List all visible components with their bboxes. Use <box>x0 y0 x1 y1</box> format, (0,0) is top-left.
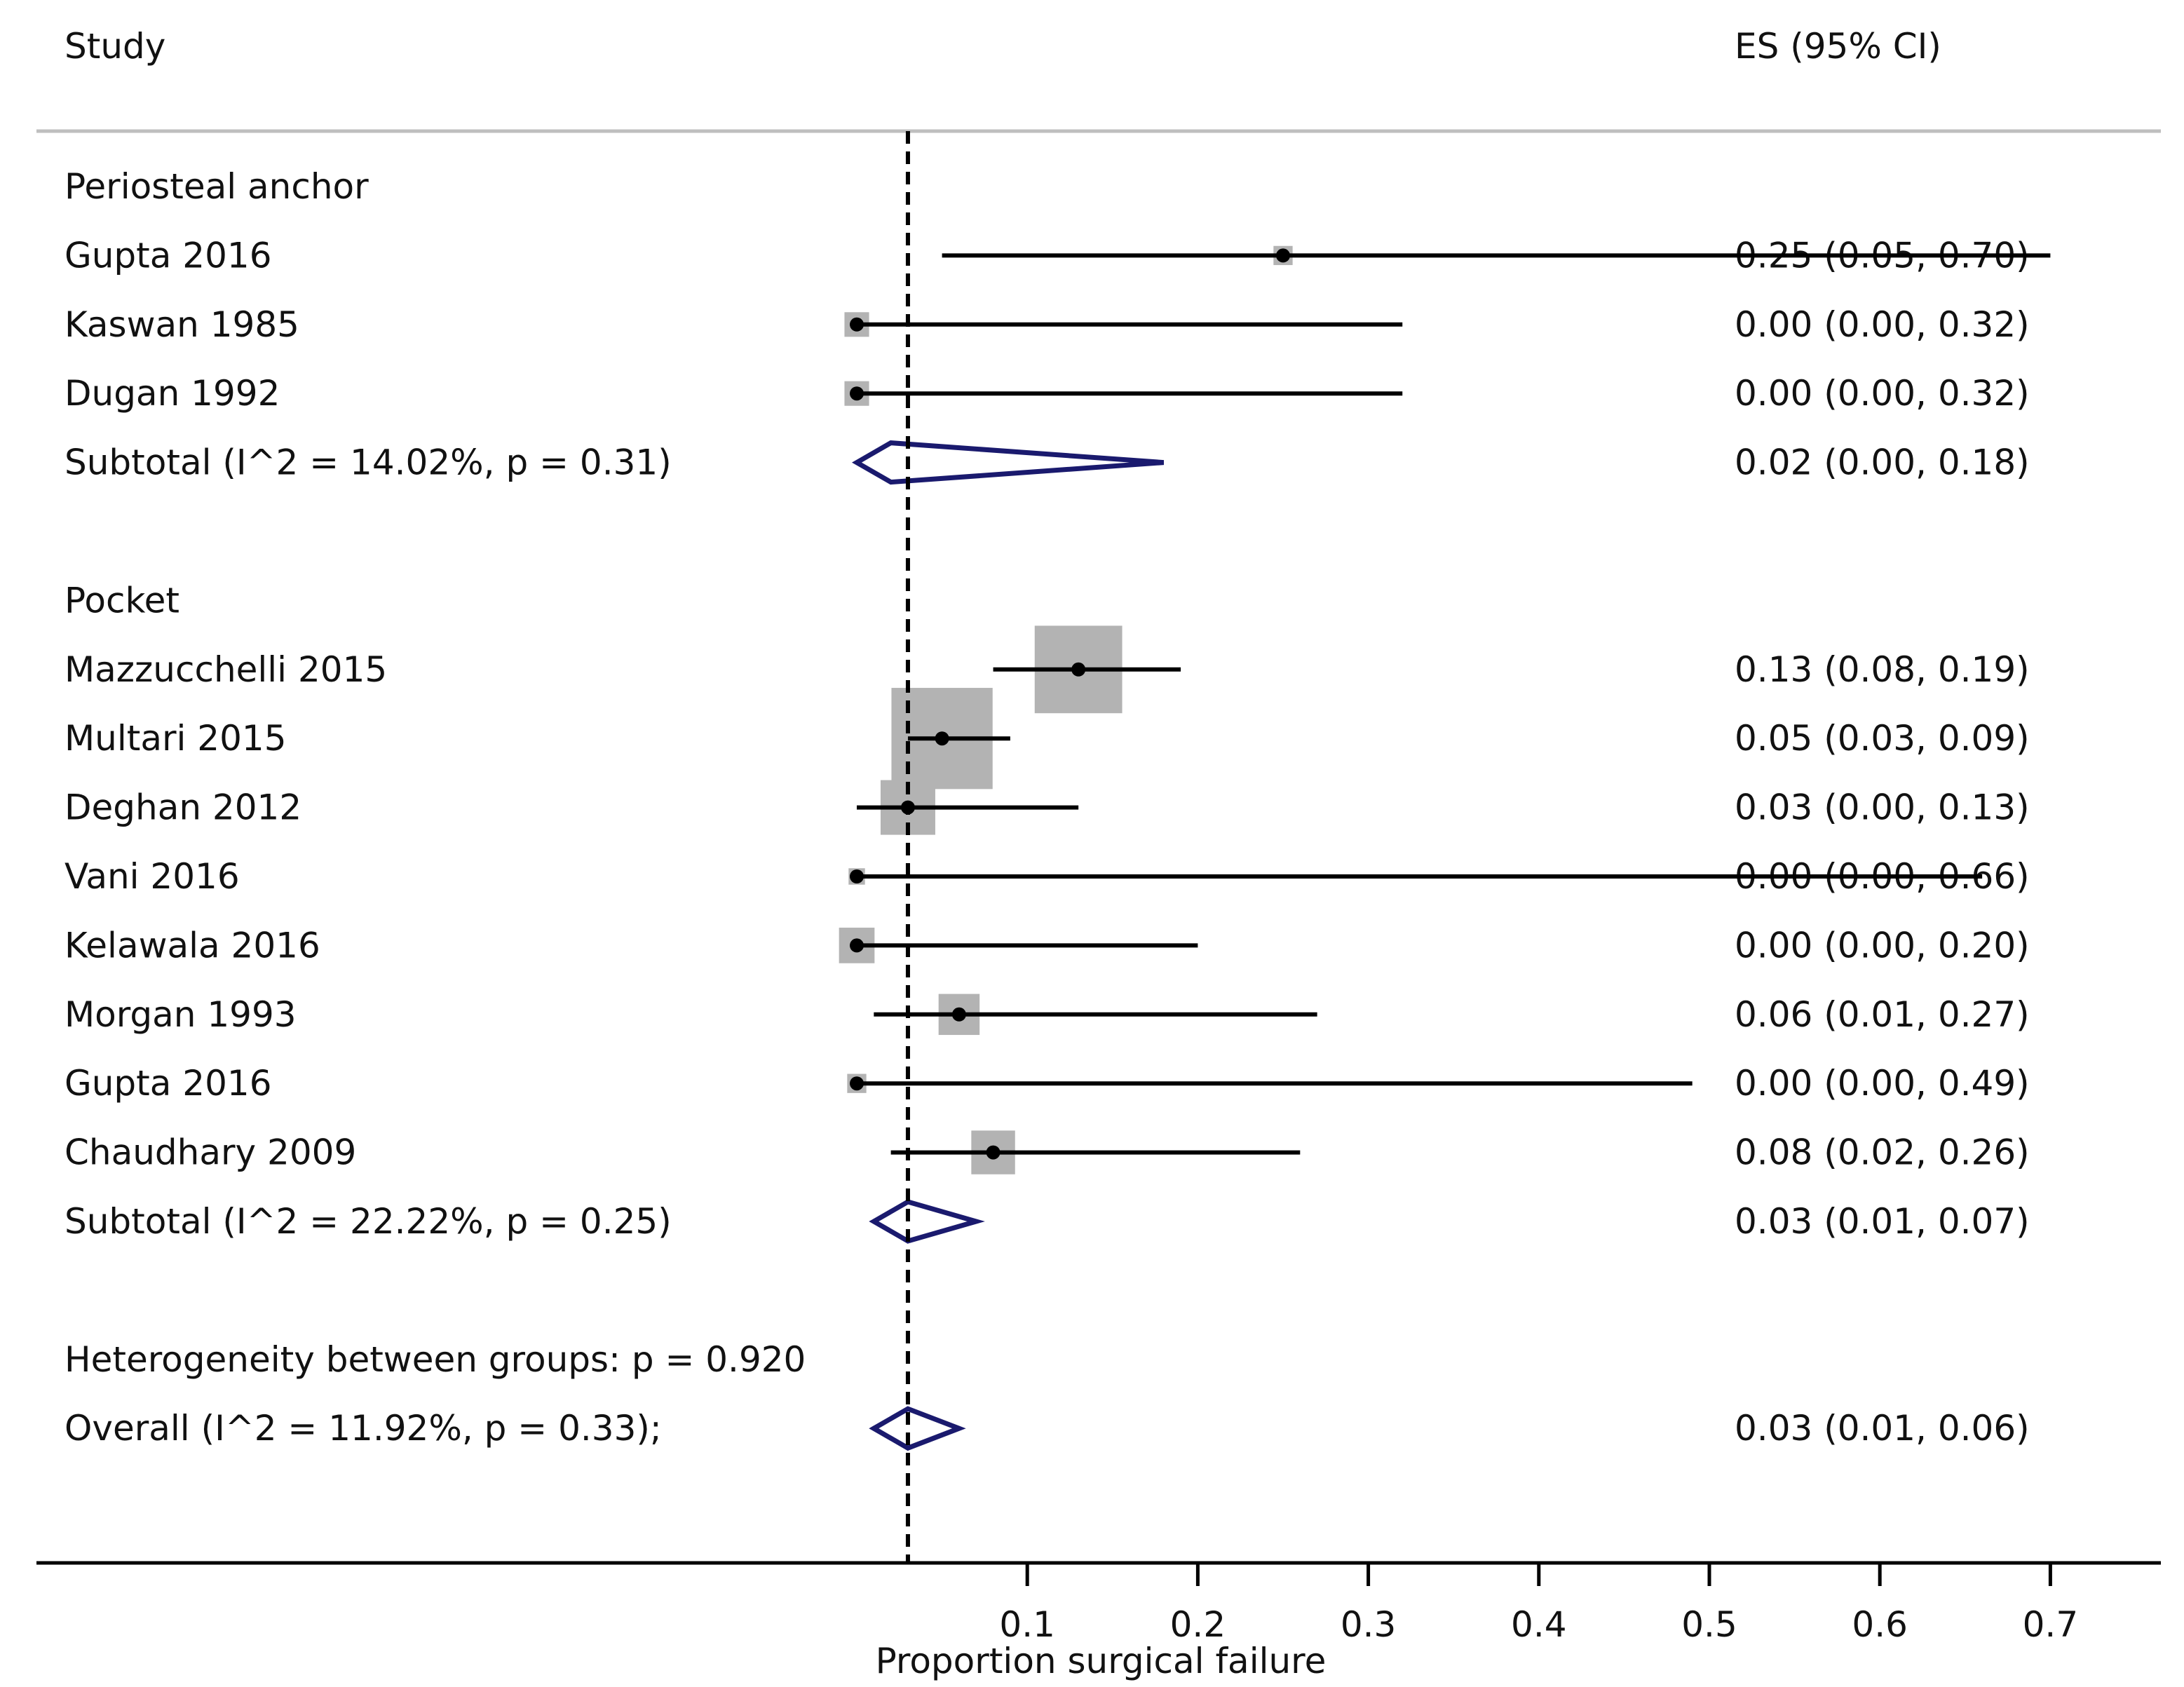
study-label: Kaswan 1985 <box>65 304 299 345</box>
study-es-ci: 0.13 (0.08, 0.19) <box>1735 649 2030 690</box>
subtotal-es-ci: 0.02 (0.00, 0.18) <box>1735 442 2030 483</box>
point-estimate <box>850 938 864 953</box>
study-label: Chaudhary 2009 <box>65 1132 356 1173</box>
study-column-header: Study <box>65 26 165 67</box>
point-estimate <box>986 1145 1001 1160</box>
point-estimate <box>935 731 949 746</box>
study-es-ci: 0.00 (0.00, 0.49) <box>1735 1063 2030 1104</box>
x-tick-label: 0.7 <box>2023 1604 2079 1645</box>
subtotal-es-ci: 0.03 (0.01, 0.07) <box>1735 1201 2030 1242</box>
point-estimate <box>850 317 864 332</box>
overall-es-ci: 0.03 (0.01, 0.06) <box>1735 1408 2030 1449</box>
study-label: Vani 2016 <box>65 856 240 897</box>
point-estimate <box>1276 248 1290 263</box>
study-es-ci: 0.00 (0.00, 0.32) <box>1735 373 2030 414</box>
subtotal-diamond <box>851 440 1165 485</box>
study-label: Mazzucchelli 2015 <box>65 649 387 690</box>
point-estimate <box>850 1076 864 1091</box>
study-es-ci: 0.06 (0.01, 0.27) <box>1735 994 2030 1035</box>
x-tick-label: 0.2 <box>1170 1604 1226 1645</box>
x-tick-label: 0.5 <box>1681 1604 1737 1645</box>
x-tick-label: 0.6 <box>1852 1604 1908 1645</box>
header-label: Pocket <box>65 580 179 621</box>
x-tick-label: 0.3 <box>1341 1604 1397 1645</box>
study-es-ci: 0.00 (0.00, 0.32) <box>1735 304 2030 345</box>
point-estimate <box>1071 662 1086 677</box>
point-estimate <box>850 386 864 401</box>
study-label: Gupta 2016 <box>65 235 272 276</box>
study-es-ci: 0.00 (0.00, 0.20) <box>1735 925 2030 966</box>
study-es-ci: 0.05 (0.03, 0.09) <box>1735 718 2030 759</box>
es-column-header: ES (95% CI) <box>1735 26 1941 67</box>
point-estimate <box>850 869 864 883</box>
study-label: Gupta 2016 <box>65 1063 272 1104</box>
overall-diamond <box>869 1406 966 1451</box>
subtotal-label: Subtotal (I^2 = 22.22%, p = 0.25) <box>65 1201 672 1242</box>
x-axis: 0.10.20.30.40.50.60.70.80.91.0 <box>999 1563 2079 1645</box>
subtotal-diamond <box>869 1199 985 1244</box>
note-label: Heterogeneity between groups: p = 0.920 <box>65 1339 806 1380</box>
study-label: Deghan 2012 <box>65 787 301 828</box>
study-label: Multari 2015 <box>65 718 287 759</box>
subtotal-label: Subtotal (I^2 = 14.02%, p = 0.31) <box>65 442 672 483</box>
study-label: Kelawala 2016 <box>65 925 320 966</box>
study-es-ci: 0.03 (0.00, 0.13) <box>1735 787 2030 828</box>
study-label: Dugan 1992 <box>65 373 280 414</box>
x-axis-title: Proportion surgical failure <box>876 1641 1327 1681</box>
x-tick-label: 0.1 <box>999 1604 1055 1645</box>
study-es-ci: 0.08 (0.02, 0.26) <box>1735 1132 2030 1173</box>
study-label: Morgan 1993 <box>65 994 297 1035</box>
x-tick-label: 0.4 <box>1511 1604 1567 1645</box>
point-estimate <box>951 1007 966 1022</box>
overall-label: Overall (I^2 = 11.92%, p = 0.33); <box>65 1408 662 1449</box>
header-label: Periosteal anchor <box>65 166 369 207</box>
